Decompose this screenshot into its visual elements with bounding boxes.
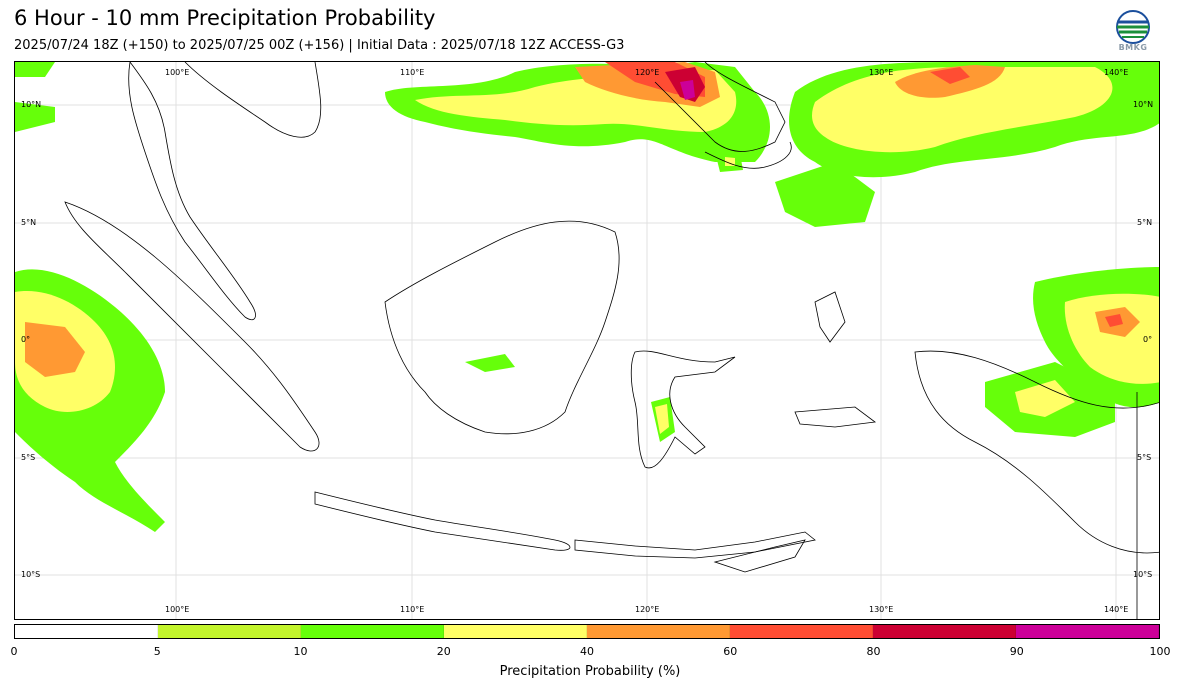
borneo-coast — [384, 220, 620, 435]
lat-label-right-10n: 10°N — [1133, 100, 1154, 109]
colorbar-tick-20: 20 — [436, 645, 451, 658]
colorbar-segment-2 — [301, 625, 444, 638]
lon-label-bottom-110e: 110°E — [400, 605, 425, 614]
halmahera-coast — [814, 291, 846, 343]
colorbar-tick-100: 100 — [1149, 645, 1171, 658]
colorbar-segment-6 — [873, 625, 1016, 638]
lon-label-top-100e: 100°E — [165, 68, 190, 77]
lat-label-left-10s: 10°S — [21, 570, 41, 579]
map-canvas — [15, 62, 1159, 619]
colorbar-segment-0 — [15, 625, 158, 638]
precip-north-band — [385, 62, 770, 162]
lat-label-left-5n: 5°N — [21, 218, 37, 227]
map-subtitle: 2025/07/24 18Z (+150) to 2025/07/25 00Z … — [14, 38, 625, 53]
lat-label-right-5n: 5°N — [1137, 218, 1153, 227]
coastlines — [64, 62, 1159, 619]
sulawesi-coast — [630, 350, 736, 469]
lat-label-right-10s: 10°S — [1133, 570, 1153, 579]
lat-label-left-5s: 5°S — [21, 453, 36, 462]
colorbar-tick-10: 10 — [293, 645, 308, 658]
timor-coast — [713, 539, 806, 573]
lat-label-right-0: 0° — [1143, 335, 1153, 344]
colorbar-segment-4 — [587, 625, 730, 638]
colorbar-segment-5 — [730, 625, 873, 638]
map-panel: 100°E 110°E 120°E 130°E 140°E 100°E 110°… — [14, 61, 1160, 620]
mindanao-coast — [704, 141, 792, 169]
lat-label-left-0: 0° — [21, 335, 31, 344]
colorbar-tick-60: 60 — [723, 645, 738, 658]
colorbar — [14, 624, 1160, 639]
lat-label-left-10n: 10°N — [21, 100, 42, 109]
colorbar-tick-5: 5 — [153, 645, 161, 658]
new-guinea-coast — [914, 350, 1159, 554]
colorbar-segment-7 — [1016, 625, 1159, 638]
lon-label-top-130e: 130°E — [869, 68, 894, 77]
bmkg-logo: BMKG — [1113, 10, 1153, 56]
precip-east-new-guinea — [985, 267, 1159, 437]
lesser-sunda-coast — [574, 531, 816, 559]
seram-coast — [794, 406, 877, 428]
logo-text: BMKG — [1118, 43, 1148, 52]
precip-northeast-pacific — [775, 62, 1159, 227]
java-coast — [314, 491, 571, 551]
malay-peninsula-coast — [128, 62, 256, 321]
precip-scattered-cells — [465, 152, 743, 442]
map-title: 6 Hour - 10 mm Precipitation Probability — [14, 6, 436, 30]
lon-label-bottom-130e: 130°E — [869, 605, 894, 614]
bmkg-logo-icon — [1116, 10, 1150, 44]
lon-label-top-110e: 110°E — [400, 68, 425, 77]
sumatra-coast — [64, 201, 320, 452]
colorbar-title: Precipitation Probability (%) — [499, 664, 681, 679]
lat-label-right-5s: 5°S — [1137, 453, 1152, 462]
lon-label-bottom-100e: 100°E — [165, 605, 190, 614]
indochina-coast — [184, 62, 322, 138]
colorbar-tick-0: 0 — [10, 645, 18, 658]
colorbar-segment-1 — [158, 625, 301, 638]
lon-label-bottom-140e: 140°E — [1104, 605, 1129, 614]
precip-west-indian-ocean — [15, 62, 165, 532]
colorbar-tick-40: 40 — [580, 645, 594, 658]
colorbar-tick-80: 80 — [866, 645, 881, 658]
colorbar-tick-90: 90 — [1009, 645, 1024, 658]
lon-label-bottom-120e: 120°E — [635, 605, 660, 614]
lon-label-top-140e: 140°E — [1104, 68, 1129, 77]
philippines-coast — [654, 62, 786, 152]
colorbar-segment-3 — [444, 625, 587, 638]
lon-label-top-120e: 120°E — [635, 68, 660, 77]
